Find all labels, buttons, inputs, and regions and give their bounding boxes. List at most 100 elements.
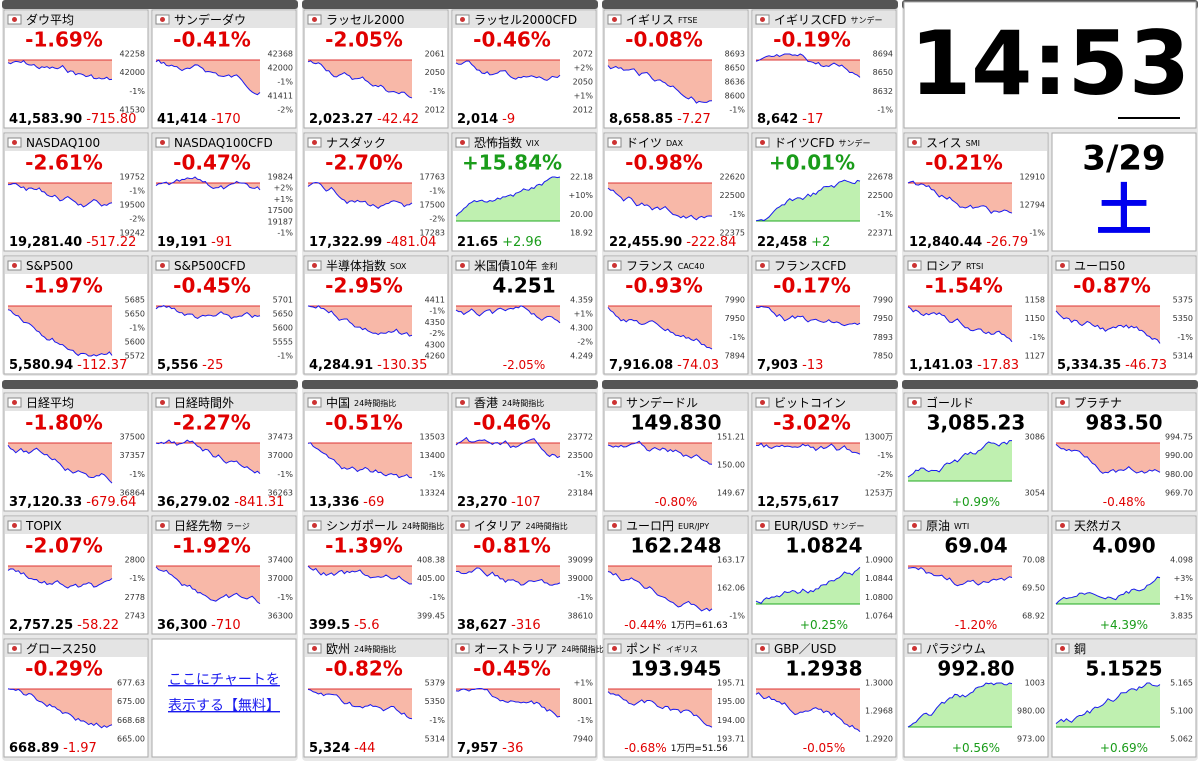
bottom-value: 41,414 bbox=[157, 112, 207, 127]
axis-label: 22500 bbox=[720, 191, 745, 200]
chart-line bbox=[607, 65, 713, 104]
bottom-value: -710 bbox=[211, 618, 241, 633]
tile-bottom: 4,284.91 -130.35 bbox=[309, 358, 427, 373]
axis-label: 37473 bbox=[268, 433, 293, 442]
bottom-value: -517.22 bbox=[86, 235, 136, 250]
tile-header bbox=[605, 257, 747, 274]
tile-header bbox=[305, 134, 447, 151]
bottom-value: 13,336 bbox=[309, 495, 359, 510]
chart-area bbox=[608, 689, 712, 728]
bottom-value: 8,642 bbox=[757, 112, 798, 127]
chart-line bbox=[1055, 444, 1161, 474]
axis-label: 1158 bbox=[1025, 296, 1045, 305]
tile-top: 5.1525 bbox=[1085, 657, 1162, 681]
tile-sub: SMI bbox=[966, 139, 980, 148]
tile-bottom: 36,300 -710 bbox=[157, 618, 241, 633]
axis-label: 8636 bbox=[725, 78, 745, 87]
flag-mark bbox=[612, 646, 617, 651]
chart-area bbox=[456, 688, 560, 717]
tile-sub: 金利 bbox=[541, 261, 557, 271]
chart-area bbox=[8, 566, 112, 588]
axis-label: 675.00 bbox=[117, 697, 145, 706]
axis-label: 2012 bbox=[573, 106, 593, 115]
bottom-value: 7,957 bbox=[457, 741, 498, 756]
tile-top: -0.47% bbox=[173, 151, 251, 175]
bottom-value: 12,840.44 bbox=[909, 235, 982, 250]
axis-label: 39099 bbox=[568, 556, 593, 565]
tile-header bbox=[753, 257, 895, 274]
tile-name-text: イタリア bbox=[474, 519, 522, 533]
group-header bbox=[2, 380, 298, 389]
tile-top: -0.19% bbox=[773, 28, 851, 52]
tile-bottom: +0.56% bbox=[952, 741, 1000, 755]
tile-name-text: ロシア bbox=[926, 259, 962, 273]
bottom-value: 5,324 bbox=[309, 741, 350, 756]
chart-line bbox=[1055, 682, 1161, 725]
chart-line bbox=[455, 60, 561, 81]
chart-line bbox=[1055, 576, 1161, 605]
tile-name: イギリス FTSE bbox=[626, 13, 698, 27]
axis-label: 5572 bbox=[125, 352, 145, 361]
tile bbox=[751, 9, 897, 129]
bottom-value: -1.97 bbox=[63, 741, 97, 756]
axis-label: 399.45 bbox=[417, 612, 445, 621]
tile-sub: イギリス bbox=[666, 645, 698, 654]
tile-sub: 24時間指比 bbox=[561, 644, 603, 654]
axis-label: 5701 bbox=[273, 296, 293, 305]
axis-label: 22.18 bbox=[570, 173, 593, 182]
chart-link[interactable]: 表示する【無料】 bbox=[168, 698, 280, 714]
axis-label: +10% bbox=[569, 191, 594, 200]
axis-label: 8650 bbox=[873, 68, 893, 77]
axis-label: 41411 bbox=[268, 92, 293, 101]
tile-header bbox=[153, 11, 295, 28]
flag-mark bbox=[160, 140, 165, 145]
bottom-value: -46.73 bbox=[1125, 358, 1167, 373]
tile-header bbox=[153, 394, 295, 411]
bottom-value: 8,658.85 bbox=[609, 112, 673, 127]
tile-bottom: 19,191 -91 bbox=[157, 235, 232, 250]
tile-name: フランス CAC40 bbox=[626, 259, 704, 273]
chart-link[interactable]: ここにチャートを bbox=[168, 672, 280, 688]
tile-name-text: 恐怖指数 bbox=[474, 135, 522, 150]
tile-top: -0.45% bbox=[173, 274, 251, 298]
tile-bottom: -0.44% 1万円=61.63 bbox=[624, 618, 728, 632]
tile-sub: RTSI bbox=[966, 262, 983, 271]
axis-label: +1% bbox=[274, 195, 294, 204]
axis-label: 8001 bbox=[573, 697, 593, 706]
chart-area bbox=[308, 442, 412, 478]
bottom-value: -0.68% bbox=[624, 741, 666, 755]
tile-header bbox=[5, 134, 147, 151]
axis-label: +3% bbox=[1174, 574, 1194, 583]
axis-label: 5600 bbox=[273, 324, 293, 333]
axis-label: 1003 bbox=[1025, 679, 1045, 688]
bottom-value: +0.99% bbox=[952, 495, 1000, 509]
flag-mark bbox=[912, 646, 917, 651]
group-header bbox=[602, 0, 898, 9]
chart-line bbox=[307, 60, 413, 99]
bottom-value: -316 bbox=[511, 618, 541, 633]
flag-mark bbox=[760, 17, 765, 22]
tile-bottom: 13,336 -69 bbox=[309, 495, 384, 510]
axis-label: 22500 bbox=[868, 191, 893, 200]
axis-label: 193.71 bbox=[717, 735, 745, 744]
axis-label: -1% bbox=[277, 593, 293, 602]
axis-label: -1% bbox=[877, 106, 893, 115]
tile-header bbox=[905, 257, 1047, 274]
tile-name-text: ダウ平均 bbox=[26, 12, 74, 27]
bottom-value: -36 bbox=[502, 741, 523, 756]
tile-header bbox=[753, 640, 895, 657]
tile-name: オーストラリア 24時間指比 bbox=[474, 642, 604, 656]
tile-sub: FTSE bbox=[678, 16, 697, 25]
flag-mark bbox=[760, 523, 765, 528]
axis-label: 12910 bbox=[1020, 173, 1045, 182]
tile-header bbox=[753, 394, 895, 411]
tile-bottom: 22,458 +2 bbox=[757, 235, 830, 250]
tile-top: -3.02% bbox=[773, 411, 851, 435]
axis-label: -1% bbox=[729, 106, 745, 115]
axis-label: 13324 bbox=[420, 489, 445, 498]
chart-area bbox=[308, 182, 412, 209]
tile-top: -0.81% bbox=[473, 534, 551, 558]
tile-name: TOPIX bbox=[25, 519, 62, 533]
tile-top: -0.82% bbox=[325, 657, 403, 681]
chart-line bbox=[907, 180, 1013, 214]
